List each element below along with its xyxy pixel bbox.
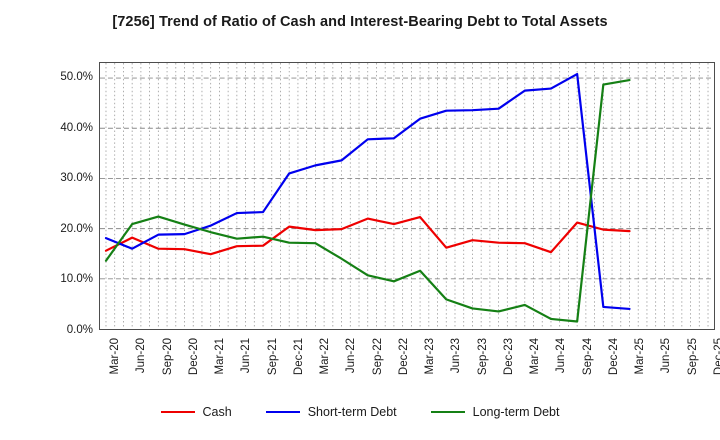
legend-line-icon <box>265 411 300 413</box>
x-tick-label: Mar-20 <box>109 338 121 375</box>
x-tick-label: Dec-22 <box>397 338 410 376</box>
y-tick-label: 30.0% <box>60 172 93 185</box>
x-tick-label: Dec-20 <box>187 338 200 376</box>
x-tick-label: Jun-21 <box>240 338 253 374</box>
legend-label: Cash <box>202 405 232 419</box>
x-tick-label: Mar-23 <box>424 338 437 375</box>
x-axis-tick-labels: Mar-20 Jun-20 Sep-20 Dec-20 Mar-21 Jun-21 Sep-… <box>99 334 720 404</box>
legend-item[interactable]: Long-term Debt <box>430 405 560 419</box>
x-tick-label: Dec-25 <box>713 338 720 376</box>
x-tick-label: Dec-23 <box>502 338 515 376</box>
y-tick-label: 0.0% <box>66 324 93 336</box>
x-tick-label: Sep-21 <box>266 338 279 376</box>
x-tick-label: Jun-25 <box>660 338 673 374</box>
y-axis-tick-labels: 0.0% 10.0% 20.0% 30.0% 40.0% 50.0% <box>35 62 93 336</box>
x-tick-label: Jun-22 <box>345 338 358 374</box>
legend-item[interactable]: Cash <box>160 405 232 419</box>
y-tick-label: 40.0% <box>60 121 93 134</box>
x-tick-label: Mar-25 <box>634 338 647 375</box>
x-tick-label: Mar-21 <box>214 338 227 375</box>
series-line-long-term-debt <box>104 78 631 323</box>
y-tick-label: 10.0% <box>60 273 93 286</box>
x-tick-label: Mar-24 <box>529 338 542 375</box>
x-tick-label: Jun-23 <box>450 338 463 374</box>
legend-label: Long-term Debt <box>472 405 560 419</box>
y-tick-label: 50.0% <box>60 71 93 84</box>
x-tick-label: Sep-20 <box>161 338 174 376</box>
plot-area <box>99 62 715 330</box>
grid-layer <box>100 63 714 329</box>
x-tick-label: Jun-20 <box>135 338 148 374</box>
series-line-cash <box>104 215 631 256</box>
y-tick-label: 20.0% <box>60 222 93 235</box>
x-tick-label: Jun-24 <box>555 338 568 374</box>
series-layer <box>104 72 631 323</box>
x-tick-label: Sep-23 <box>476 338 489 376</box>
series-line-short-term-debt <box>104 72 631 311</box>
x-tick-label: Mar-22 <box>319 338 332 375</box>
legend-line-icon <box>430 411 465 413</box>
chart-legend: Cash Short-term Debt Long-term Debt <box>0 405 720 419</box>
legend-label: Short-term Debt <box>307 405 397 419</box>
x-tick-label: Sep-25 <box>686 338 699 376</box>
x-tick-label: Sep-24 <box>581 338 594 376</box>
x-tick-label: Dec-21 <box>292 338 305 376</box>
legend-line-icon <box>160 411 195 413</box>
x-tick-label: Sep-22 <box>371 338 384 376</box>
x-tick-label: Dec-24 <box>607 338 620 376</box>
chart-title: [7256] Trend of Ratio of Cash and Intere… <box>112 14 608 30</box>
legend-item[interactable]: Short-term Debt <box>265 405 397 419</box>
